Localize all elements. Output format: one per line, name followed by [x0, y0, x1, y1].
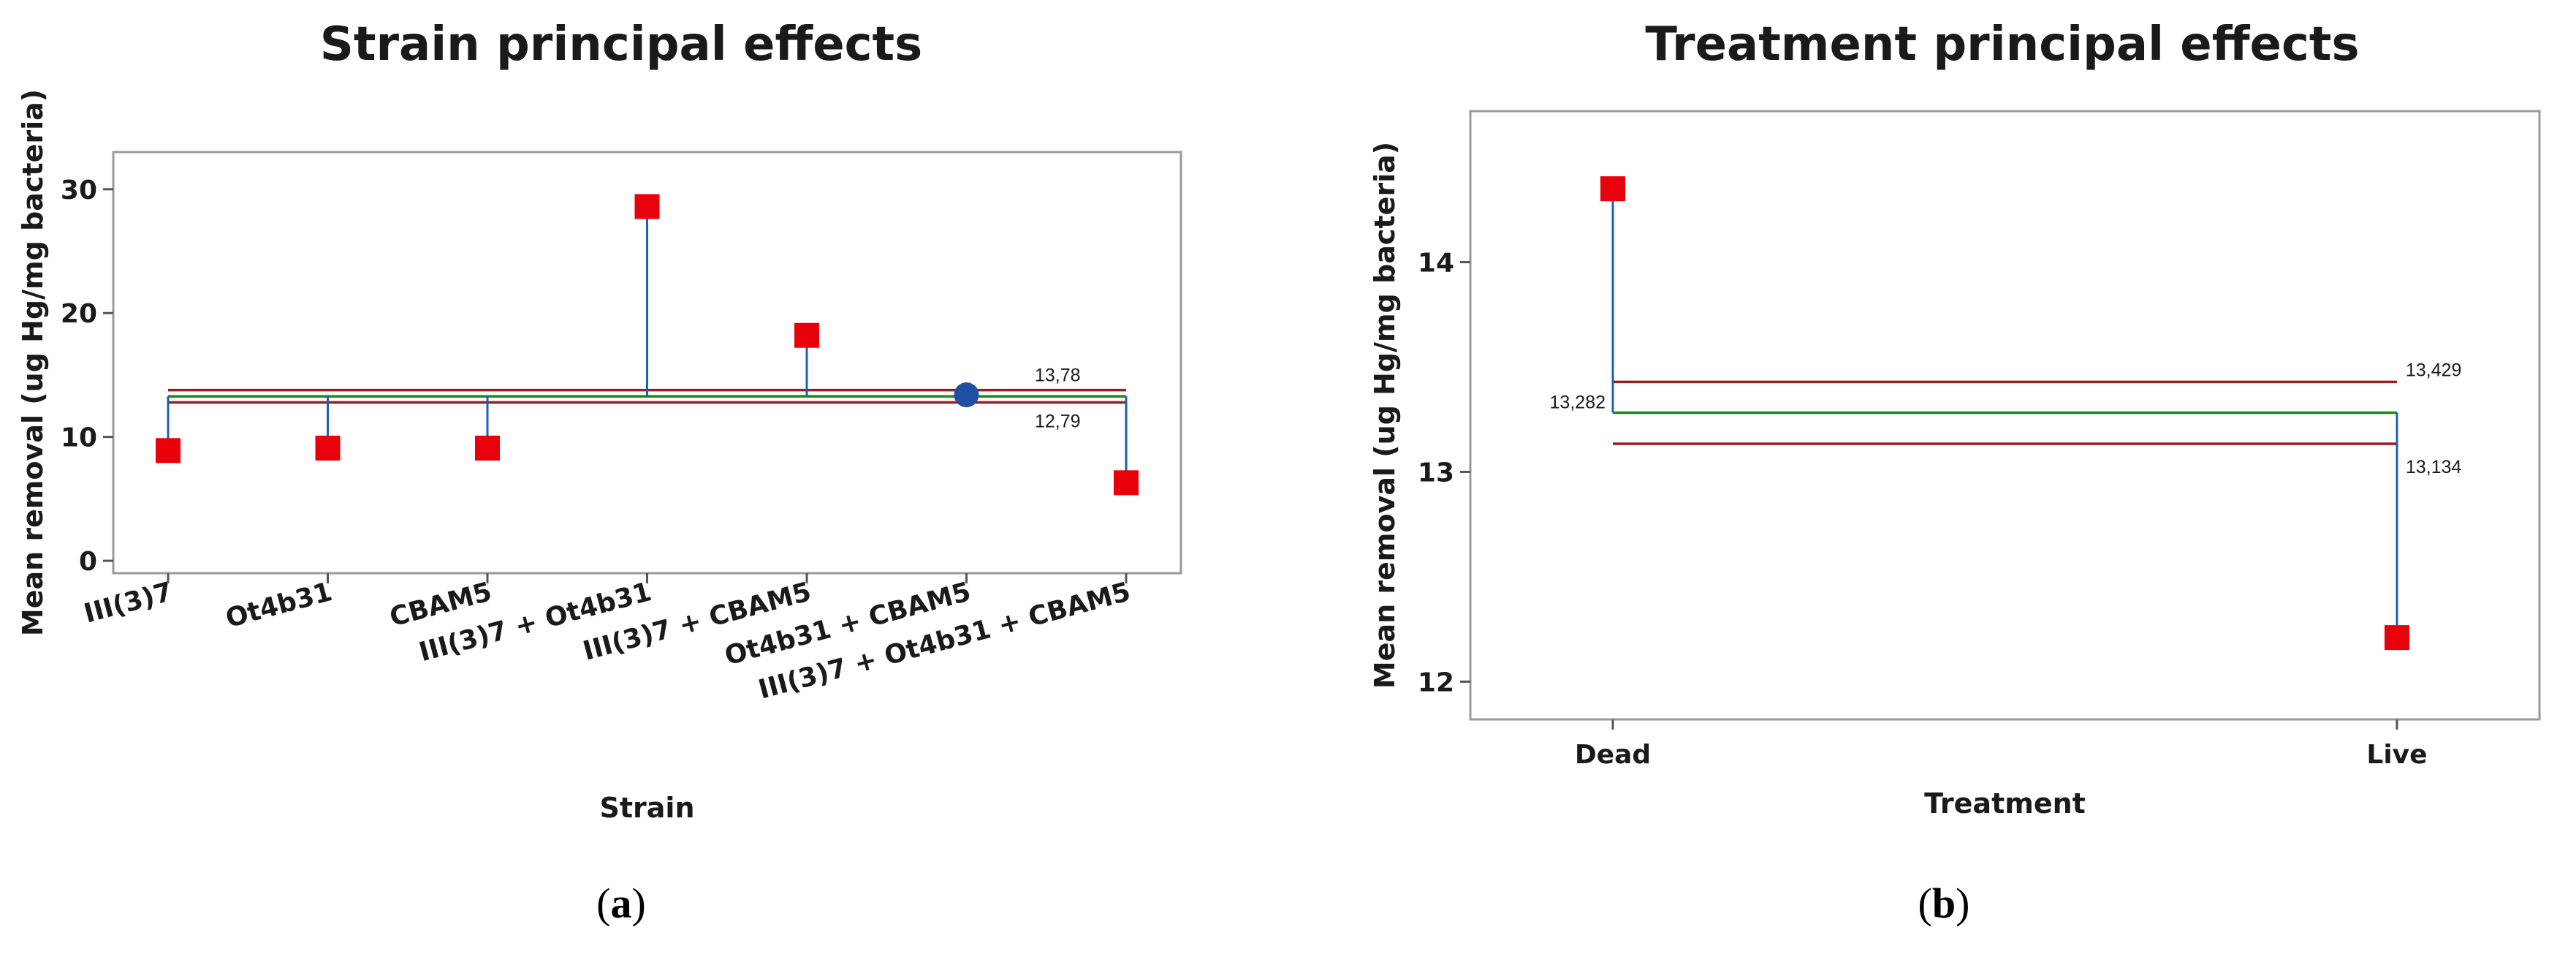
data-point: [794, 322, 819, 348]
data-point: [475, 435, 500, 461]
y-tick-label: 13: [1418, 458, 1454, 488]
data-point: [1600, 176, 1625, 202]
lower-limit-label: 12,79: [1035, 411, 1081, 431]
upper-limit-label: 13,429: [2406, 360, 2461, 380]
panel-caption: (a): [596, 880, 646, 927]
y-axis-label: Mean removal (ug Hg/mg bacteria): [17, 89, 49, 636]
upper-limit-label: 13,78: [1035, 366, 1081, 386]
data-point: [1114, 470, 1139, 496]
caption-open: (: [596, 880, 610, 927]
caption-close: ): [1956, 880, 1969, 927]
x-tick-label: III(3)7: [81, 577, 176, 629]
chart-title: Treatment principal effects: [1645, 18, 2359, 72]
lower-limit-label: 13,134: [2406, 457, 2462, 477]
data-point: [954, 382, 979, 408]
center-line-label: 13,282: [1550, 393, 1606, 413]
chart-treatment: Treatment principal effects 12 13 14 Dead Liv…: [1369, 18, 2541, 927]
y-tick-label: 12: [1418, 667, 1454, 697]
caption-open: (: [1918, 880, 1932, 927]
caption-letter: a: [611, 880, 632, 927]
x-axis-label: Treatment: [1924, 787, 2086, 820]
caption-close: ): [632, 880, 646, 927]
plot-frame: [1469, 110, 2541, 721]
y-tick-label: 14: [1418, 249, 1454, 279]
y-tick-label: 0: [79, 547, 97, 577]
data-point: [2385, 625, 2409, 651]
x-axis-label: Strain: [600, 792, 695, 824]
y-tick-label: 10: [61, 423, 97, 453]
y-tick-label: 20: [61, 299, 97, 329]
x-tick-label: Ot4b31: [223, 577, 335, 634]
y-tick-label: 30: [61, 175, 97, 205]
data-point: [156, 438, 181, 464]
caption-letter: b: [1932, 880, 1956, 927]
x-tick-label: Dead: [1575, 740, 1651, 770]
chart-strain: Strain principal effects 0 10 20 30 III(3)7 Ot…: [17, 18, 1182, 927]
data-point: [634, 194, 660, 219]
data-point: [315, 435, 341, 461]
y-axis-label: Mean removal (ug Hg/mg bacteria): [1369, 142, 1401, 689]
panel-caption: (b): [1918, 880, 1970, 927]
chart-title: Strain principal effects: [320, 18, 922, 72]
x-tick-label: Live: [2366, 740, 2427, 770]
